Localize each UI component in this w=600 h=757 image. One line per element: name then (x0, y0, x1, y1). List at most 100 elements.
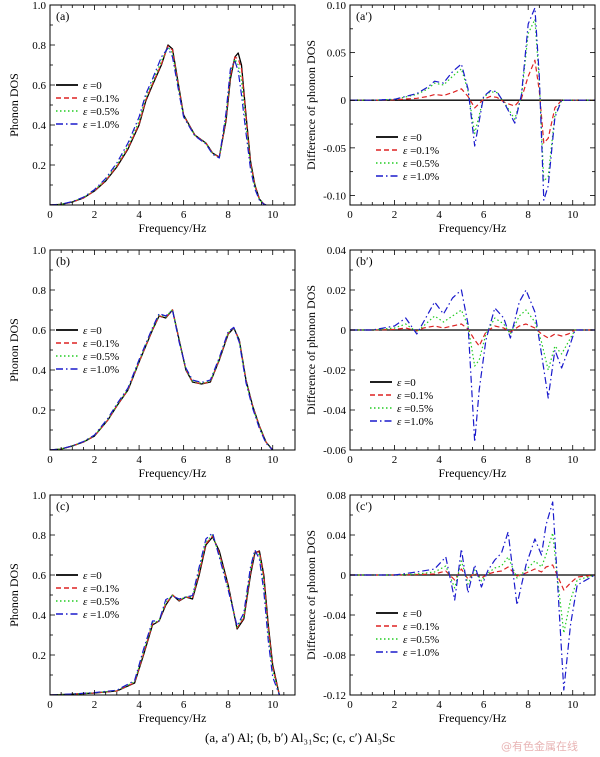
panel-label: (c′) (356, 499, 372, 513)
legend-entry: ε =1.0% (83, 609, 119, 621)
x-tick-label: 6 (181, 209, 187, 221)
x-tick-label: 8 (525, 699, 531, 711)
y-tick-label: 0.04 (327, 245, 347, 257)
series-line-b-1 (50, 309, 274, 450)
chart-panel-c: 0 2 4 6 8 10 0.2 0.4 0.6 0.8 1.0 Frequency/Hz Phonon… (7, 490, 296, 725)
x-tick-label: 0 (347, 454, 353, 466)
panel-label: (b′) (356, 254, 373, 268)
legend-entry: ε =1.0% (83, 364, 119, 376)
y-tick-label: 0.2 (32, 160, 46, 172)
legend-entry: ε =0 (83, 325, 102, 337)
x-tick-label: 0 (347, 209, 353, 221)
chart-panel-c2: 0 2 4 6 8 10 0.08 0.04 0 -0.04 -0.08 -0.12 Frequency… (304, 490, 596, 725)
y-tick-label: 0.08 (327, 490, 347, 502)
legend-entry: ε =1.0% (397, 416, 433, 428)
legend-entry: ε =0.5% (403, 158, 439, 170)
y-tick-label: 0.05 (327, 48, 347, 60)
x-tick-label: 2 (92, 454, 98, 466)
y-tick-label: 0 (341, 325, 347, 337)
y-tick-label: 0.4 (32, 365, 46, 377)
legend-entry: ε =0.5% (83, 106, 119, 118)
y-tick-label: 0.02 (327, 285, 346, 297)
series-line-a2-3 (350, 7, 595, 201)
x-axis-label: Frequency/Hz (439, 466, 507, 480)
x-axis-label: Frequency/Hz (439, 711, 507, 725)
y-tick-label: 0.8 (32, 285, 46, 297)
watermark: @有色金属在线 (501, 740, 578, 753)
x-tick-label: 6 (481, 454, 487, 466)
legend-entry: ε =1.0% (403, 171, 439, 183)
series-line-b-3 (50, 309, 274, 450)
series-line-a-3 (50, 47, 267, 205)
y-tick-label: 1.0 (32, 0, 46, 12)
legend-entry: ε =0.1% (403, 621, 439, 633)
y-tick-label: 0 (341, 570, 347, 582)
plot-frame (49, 4, 296, 206)
x-tick-label: 0 (47, 209, 53, 221)
chart-panel-b2: 0 2 4 6 8 10 0.04 0.02 0 -0.02 -0.04 -0.06 Frequency… (304, 245, 596, 480)
y-tick-label: -0.05 (323, 143, 346, 155)
y-tick-label: -0.06 (323, 445, 346, 457)
x-tick-label: 2 (392, 209, 398, 221)
legend-entry: ε =0.5% (83, 596, 119, 608)
legend-entry: ε =0.1% (397, 390, 433, 402)
x-tick-label: 10 (267, 209, 279, 221)
figure-caption: (a, a′) Al; (b, b′) Al₃₁Sc; (c, c′) Al₃S… (204, 730, 395, 745)
x-tick-label: 0 (47, 454, 53, 466)
x-tick-label: 0 (347, 699, 353, 711)
plot-frame (349, 494, 596, 696)
legend-entry: ε =0.1% (403, 145, 439, 157)
y-tick-label: 0.8 (32, 530, 46, 542)
x-tick-label: 6 (481, 699, 487, 711)
x-tick-label: 4 (136, 699, 142, 711)
x-tick-label: 8 (225, 209, 231, 221)
chart-panel-a: 0 2 4 6 8 10 0.2 0.4 0.6 0.8 1.0 Frequency/Hz Phonon… (7, 0, 296, 235)
series-line-b2-2 (350, 309, 595, 371)
legend-entry: ε =0 (397, 377, 416, 389)
legend-entry: ε =0.5% (403, 634, 439, 646)
x-tick-label: 6 (481, 209, 487, 221)
y-tick-label: 1.0 (32, 490, 46, 502)
y-tick-label: 0.6 (32, 325, 46, 337)
y-tick-label: -0.12 (323, 690, 346, 702)
y-axis-label: Difference of phonon DOS (304, 285, 318, 415)
y-tick-label: 0.2 (32, 405, 46, 417)
x-axis-label: Frequency/Hz (139, 466, 207, 480)
x-tick-label: 10 (567, 454, 579, 466)
series-line-c2-3 (350, 501, 595, 691)
y-tick-label: 0 (341, 95, 347, 107)
x-tick-label: 0 (47, 699, 53, 711)
y-tick-label: 0.8 (32, 40, 46, 52)
x-tick-label: 6 (181, 454, 187, 466)
x-tick-label: 8 (525, 209, 531, 221)
legend-entry: ε =0 (403, 608, 422, 620)
legend-entry: ε =1.0% (83, 119, 119, 131)
x-tick-label: 2 (92, 699, 98, 711)
x-tick-label: 4 (436, 699, 442, 711)
x-tick-label: 10 (267, 454, 279, 466)
y-tick-label: 0.4 (32, 120, 46, 132)
y-axis-label: Phonon DOS (7, 318, 21, 382)
x-tick-label: 10 (567, 209, 579, 221)
x-axis-label: Frequency/Hz (139, 221, 207, 235)
legend-entry: ε =0.1% (83, 583, 119, 595)
x-tick-label: 4 (136, 454, 142, 466)
legend-entry: ε =0 (83, 80, 102, 92)
x-tick-label: 6 (181, 699, 187, 711)
y-tick-label: 0.6 (32, 570, 46, 582)
y-tick-label: -0.04 (323, 610, 346, 622)
x-tick-label: 2 (392, 699, 398, 711)
y-axis-label: Difference of phonon DOS (304, 40, 318, 170)
x-axis-label: Frequency/Hz (139, 711, 207, 725)
legend-entry: ε =0.5% (83, 351, 119, 363)
panel-label: (a) (56, 9, 69, 23)
chart-panel-a2: 0 2 4 6 8 10 0.10 0.05 0 -0.05 -0.10 Frequency/Hz Di… (304, 0, 596, 235)
series-line-c-2 (50, 534, 280, 695)
x-tick-label: 8 (525, 454, 531, 466)
y-tick-label: 0.4 (32, 610, 46, 622)
series-line-c2-2 (350, 532, 595, 634)
x-tick-label: 10 (567, 699, 579, 711)
panel-label: (b) (56, 254, 70, 268)
y-tick-label: 0.04 (327, 530, 347, 542)
